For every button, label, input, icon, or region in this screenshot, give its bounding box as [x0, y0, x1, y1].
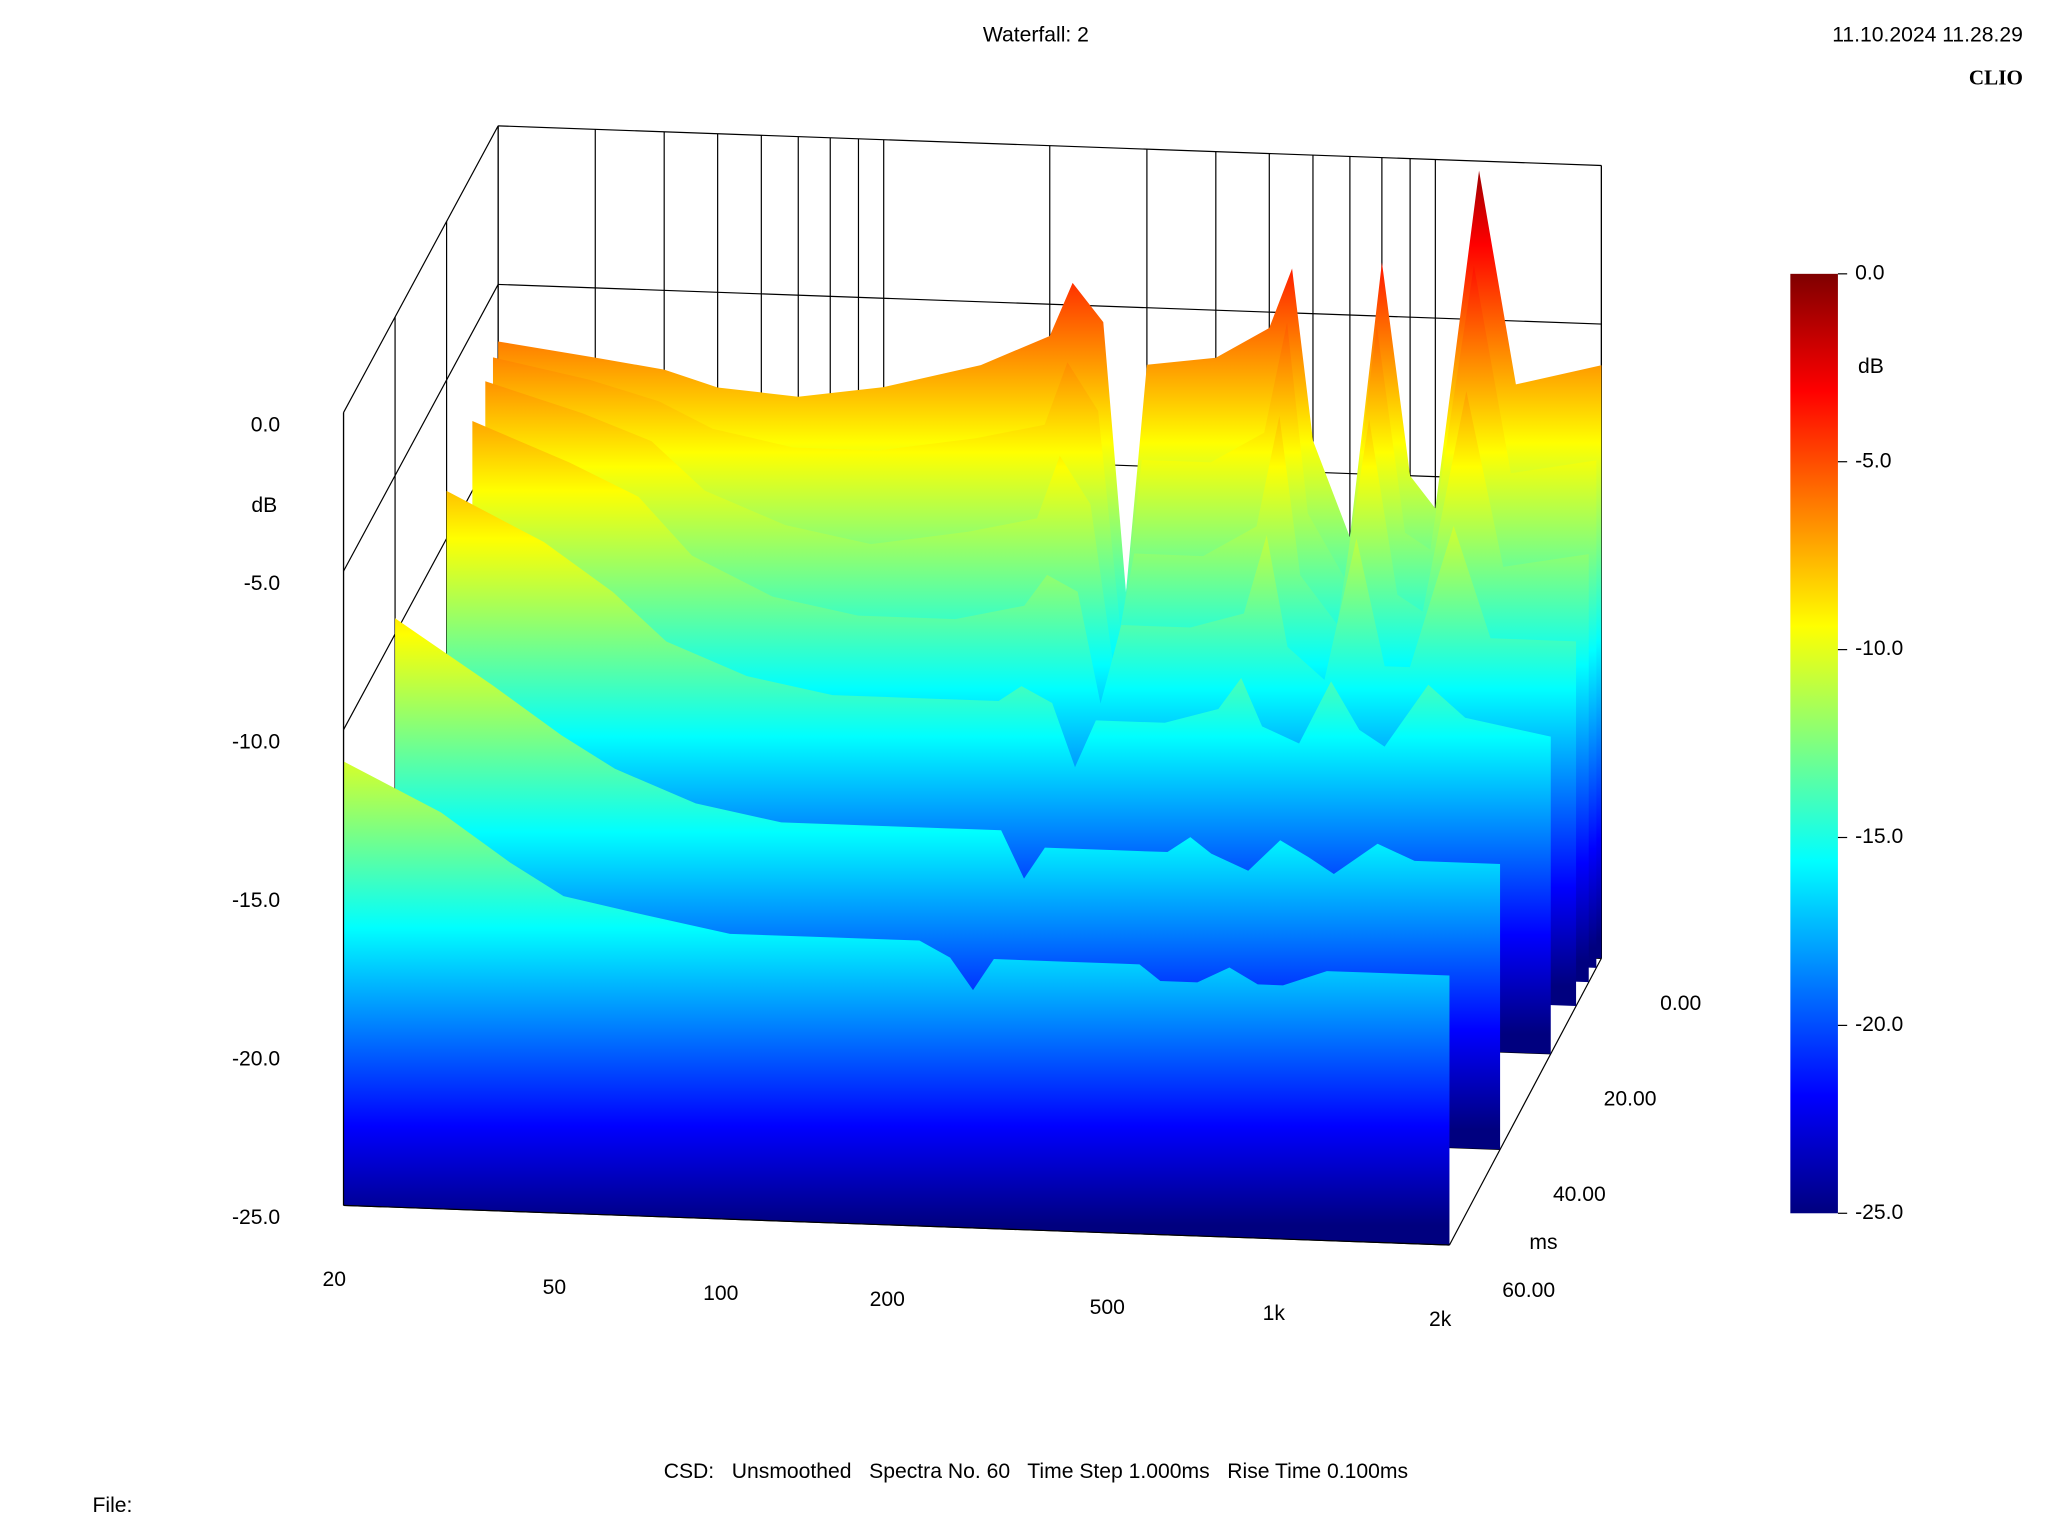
- timestamp: 11.10.2024 11.28.29: [1832, 24, 2023, 47]
- colorbar-tick-label: -20.0: [1855, 1013, 1903, 1036]
- brand: CLIO: [1969, 65, 2023, 89]
- colorbar-tick-label: 0.0: [1855, 261, 1884, 284]
- x-tick-label: 1k: [1263, 1302, 1286, 1325]
- z-tick-label: -5.0: [244, 572, 280, 595]
- colorbar-tick-label: -5.0: [1855, 449, 1891, 472]
- x-tick-label: 50: [543, 1276, 567, 1299]
- x-tick-label: 500: [1090, 1296, 1125, 1319]
- z-tick-label: -25.0: [232, 1206, 280, 1229]
- z-axis-label: dB: [251, 494, 277, 517]
- t-axis-label: ms: [1529, 1231, 1557, 1254]
- spectrum-slice: [343, 761, 1450, 1245]
- z-tick-label: -15.0: [232, 889, 280, 912]
- colorbar-unit: dB: [1858, 355, 1884, 378]
- t-tick-label: 60.00: [1502, 1279, 1555, 1302]
- x-tick-label: 2k: [1429, 1308, 1452, 1331]
- colorbar: [1790, 273, 1838, 1214]
- footer: CSD: Unsmoothed Spectra No. 60 Time Step…: [664, 1460, 1408, 1483]
- file-label: File:: [92, 1494, 132, 1517]
- x-tick-label: 200: [870, 1288, 905, 1311]
- z-tick-label: 0.0: [251, 413, 280, 436]
- t-tick-label: 0.00: [1660, 992, 1701, 1015]
- z-tick-label: -10.0: [232, 730, 280, 753]
- t-tick-label: 20.00: [1604, 1088, 1657, 1111]
- x-tick-label: 20: [323, 1268, 346, 1291]
- colorbar-tick-label: -25.0: [1855, 1201, 1903, 1224]
- t-tick-label: 40.00: [1553, 1183, 1606, 1206]
- side-grid-line: [343, 284, 499, 572]
- chart-title: Waterfall: 2: [983, 24, 1089, 47]
- x-tick-label: 100: [703, 1282, 738, 1305]
- floor-freq-grid-line: [1448, 957, 1602, 1246]
- colorbar-tick-label: -15.0: [1855, 825, 1903, 848]
- frame-edge: [343, 1204, 1450, 1246]
- side-grid-line: [343, 125, 499, 413]
- colorbar-tick-label: -10.0: [1855, 637, 1903, 660]
- z-tick-label: -20.0: [232, 1048, 280, 1071]
